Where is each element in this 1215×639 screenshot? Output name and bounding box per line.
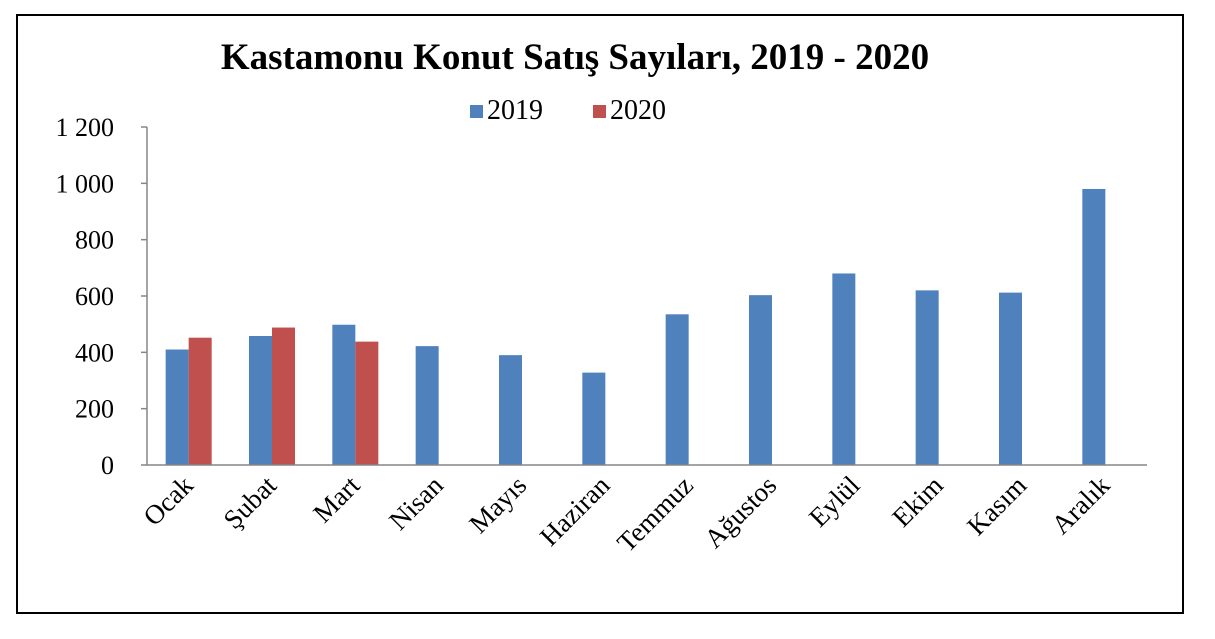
bar-2019-7 <box>749 295 772 465</box>
y-tick-label: 0 <box>101 451 114 480</box>
bar-2019-5 <box>582 372 606 465</box>
bar-2019-4 <box>499 355 522 465</box>
x-tick-label: Mart <box>307 470 366 529</box>
legend-label-2019: 2019 <box>487 95 543 126</box>
bar-2020-1 <box>272 327 295 465</box>
legend-label-2020: 2020 <box>610 95 666 126</box>
x-tick-label: Şubat <box>218 470 283 535</box>
legend-item-2019: 2019 <box>470 95 543 127</box>
bar-2019-6 <box>665 314 689 465</box>
x-tick-label: Aralık <box>1046 470 1116 540</box>
x-tick-label: Ağustos <box>698 470 782 554</box>
x-tick-label: Eylül <box>803 470 866 533</box>
y-tick-label: 600 <box>75 282 114 311</box>
bar-2020-2 <box>355 341 379 465</box>
bar-2019-2 <box>332 324 356 465</box>
x-tick-label: Temmuz <box>611 470 699 558</box>
x-tick-label: Haziran <box>534 470 616 552</box>
legend-swatch-2019 <box>470 104 483 118</box>
y-tick-label: 1 200 <box>56 113 115 142</box>
y-tick-label: 400 <box>75 338 114 367</box>
y-axis: 0 200 400 600 800 1 000 1 200 <box>56 113 148 480</box>
bar-2019-11 <box>1082 188 1106 465</box>
y-tick-label: 800 <box>75 226 114 255</box>
legend: 2019 2020 <box>470 95 716 127</box>
bar-2019-9 <box>915 290 939 465</box>
bars <box>165 188 1106 465</box>
bar-2020-0 <box>188 337 212 465</box>
bar-2019-10 <box>999 292 1022 465</box>
bar-2019-0 <box>165 349 189 465</box>
x-tick-label: Mayıs <box>463 470 532 539</box>
bar-2019-8 <box>832 273 856 465</box>
bar-2019-1 <box>249 335 272 465</box>
x-tick-label: Ekim <box>886 470 949 533</box>
x-tick-label: Kasım <box>961 470 1032 541</box>
legend-item-2020: 2020 <box>593 95 666 127</box>
y-tick-label: 200 <box>75 395 114 424</box>
chart-title: Kastamonu Konut Satış Sayıları, 2019 - 2… <box>220 37 930 78</box>
x-tick-label: Nisan <box>383 470 449 536</box>
legend-swatch-2020 <box>593 104 606 118</box>
bar-2019-3 <box>415 346 439 465</box>
x-tick-label: Ocak <box>137 470 199 532</box>
y-tick-label: 1 000 <box>56 169 115 198</box>
